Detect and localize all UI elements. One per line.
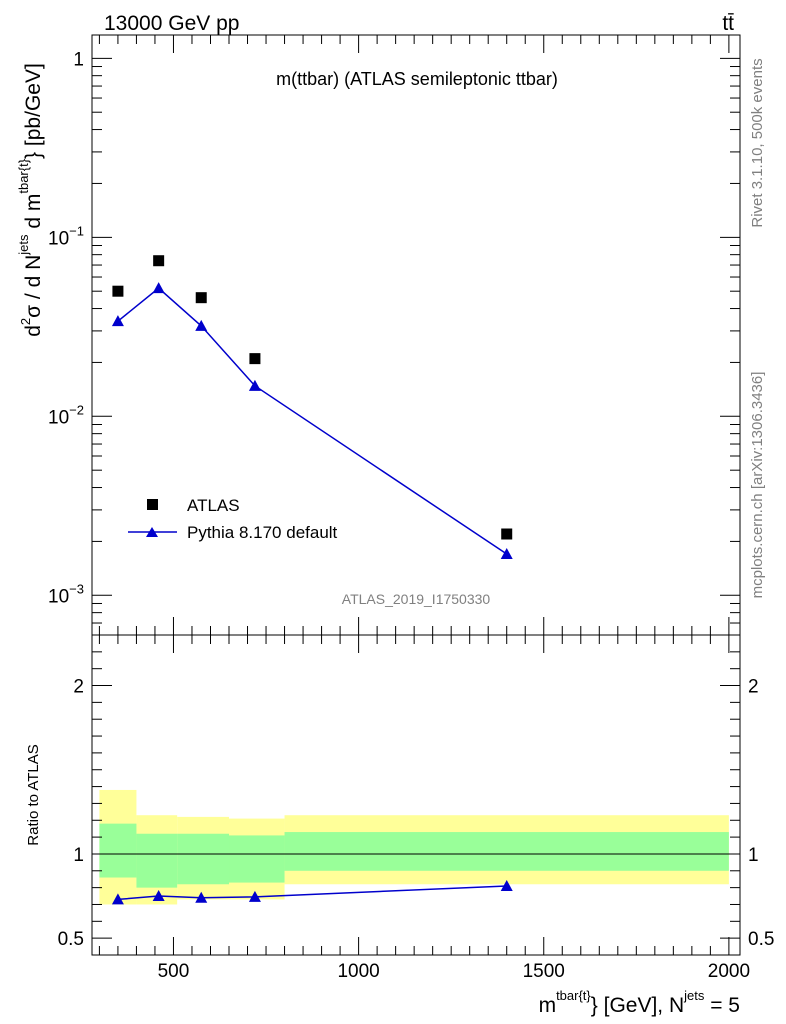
- x-axis-label: mtbar{t}} [GeV], Njets = 5: [539, 988, 740, 1017]
- mc-point: [500, 548, 513, 560]
- data-point: [112, 285, 124, 297]
- ratio-point: [500, 879, 513, 891]
- y-tick-label: 10−1: [48, 223, 84, 249]
- x-tick-label: 500: [158, 961, 190, 982]
- plot-title: m(ttbar) (ATLAS semileptonic ttbar): [276, 69, 558, 89]
- ratio-point: [195, 891, 208, 903]
- ratio-y-tick-label-left: 2: [73, 677, 84, 698]
- y-tick-label: 10−2: [48, 402, 84, 428]
- ratio-y-tick-label-right: 0.5: [748, 929, 774, 950]
- ratio-point: [248, 890, 261, 902]
- analysis-label: ATLAS_2019_I1750330: [342, 591, 491, 607]
- ratio-band-inner: [284, 832, 729, 871]
- data-point: [153, 255, 165, 267]
- legend-marker-atlas: [147, 499, 158, 510]
- x-tick-label: 1000: [337, 961, 379, 982]
- data-point: [501, 528, 513, 540]
- mc-points-main: [111, 282, 513, 560]
- ratio-y-tick-label-left: 0.5: [58, 929, 84, 950]
- mc-point: [248, 379, 261, 391]
- y-tick-label: 1: [73, 49, 84, 70]
- legend-label-atlas: ATLAS: [187, 496, 240, 515]
- data-point: [249, 353, 261, 365]
- legend-label-mc: Pythia 8.170 default: [187, 523, 338, 542]
- main-axis-ticks: [92, 35, 740, 636]
- legend: ATLAS Pythia 8.170 default: [128, 496, 338, 542]
- data-point: [195, 292, 207, 304]
- mc-point: [195, 319, 208, 331]
- ratio-y-tick-label-right: 1: [748, 845, 759, 866]
- x-tick-labels: 500 1000 1500 2000: [158, 961, 750, 982]
- header-right: tt̄: [722, 12, 734, 35]
- x-tick-label: 1500: [523, 961, 565, 982]
- ratio-panel-frame: [91, 634, 741, 956]
- ratio-point: [152, 890, 165, 902]
- legend-marker-mc: [146, 527, 158, 537]
- ratio-mc-points: [111, 879, 513, 905]
- rivet-label: Rivet 3.1.10, 500k events: [749, 58, 766, 227]
- mc-line-main: [117, 287, 508, 555]
- ratio-y-tick-labels: 0.5 0.5 1 1 2 2: [58, 677, 775, 951]
- header-left: 13000 GeV pp: [104, 12, 239, 35]
- main-panel-frame: [91, 34, 741, 636]
- ratio-axis-ticks: [92, 635, 740, 955]
- ratio-uncertainty-bands: [92, 789, 740, 905]
- ratio-y-axis-label: Ratio to ATLAS: [25, 744, 42, 845]
- main-y-tick-labels: 1 10−1 10−2 10−3: [48, 49, 84, 607]
- ratio-band-inner: [136, 833, 178, 888]
- ratio-point: [111, 893, 124, 905]
- main-y-axis-label-text: d2σ / d Njets d mtbar{t}} [pb/GeV]: [16, 63, 45, 337]
- data-points-main: [112, 255, 513, 540]
- mcplots-label: mcplots.cern.ch [arXiv:1306.3436]: [749, 372, 766, 599]
- mc-series-line: [117, 287, 508, 555]
- ratio-band-inner: [99, 823, 137, 878]
- ratio-band-inner: [229, 835, 285, 883]
- mc-point: [152, 282, 165, 294]
- x-tick-label: 2000: [708, 961, 750, 982]
- mc-point: [111, 315, 124, 327]
- ratio-y-tick-label-right: 2: [748, 677, 759, 698]
- y-tick-label: 10−3: [48, 581, 84, 607]
- ratio-y-tick-label-left: 1: [73, 845, 84, 866]
- main-y-axis-label: d2σ / d Njets d mtbar{t}} [pb/GeV]: [16, 63, 45, 337]
- ratio-band-inner: [177, 833, 230, 885]
